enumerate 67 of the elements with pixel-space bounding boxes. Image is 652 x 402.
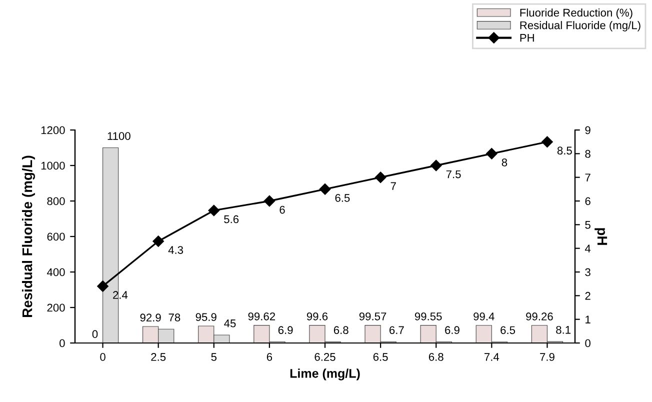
point [208,204,220,216]
y-tick-label: 800 [47,197,65,206]
data-label: 8.1 [556,326,571,334]
y2-tick-label: 0 [585,339,590,348]
point [486,148,498,160]
legend-label: PH [520,34,534,42]
x-tick-label: 6 [266,353,272,361]
y2-tick-label: 4 [584,244,591,252]
data-label: 6.9 [445,326,460,334]
y-tick-label: 200 [47,304,65,312]
data-label: 99.57 [359,312,386,320]
point [374,172,386,183]
y2-tick-label: 8 [585,150,590,158]
x-axis-title: Lime (mg/L) [290,368,360,380]
data-label: 99.62 [248,312,276,320]
data-label: 6.9 [278,326,293,334]
data-label: 7 [390,182,396,190]
x-tick-label: 6.25 [314,353,336,361]
legend-label: Fluoride Reduction (%) [520,8,632,19]
y-tick-label: 1000 [41,162,65,170]
y2-tick-label: 5 [585,221,590,229]
data-label: 0 [92,330,98,338]
data-label: 1100 [108,132,130,140]
y2-tick-label: 1 [586,316,590,324]
y2-tick-label: 3 [585,268,590,276]
data-label: 6.5 [500,326,516,334]
y-tick-label: 600 [47,232,65,241]
data-label: 95.9 [196,313,216,322]
point [319,184,331,195]
data-label: 6 [280,206,285,214]
x-tick-label: 2.5 [151,353,166,361]
point [542,136,553,148]
data-label: 7.5 [446,170,461,178]
data-label: 99.55 [414,312,442,320]
y2-tick-label: 2 [585,292,590,300]
x-tick-label: 7.4 [484,353,500,361]
data-label: 6.8 [334,326,348,334]
data-label: 8.5 [557,146,572,155]
x-tick-label: 6.8 [428,353,444,361]
y2-tick-label: 7 [585,174,590,182]
point [430,160,442,172]
point [152,236,164,247]
data-label: 92.9 [140,314,161,322]
x-tick-label: 5 [211,353,217,361]
data-label: 78 [168,314,180,322]
data-label: 99.6 [306,312,328,320]
y-tick-label: 1200 [41,126,65,134]
legend-label: Residual Fluoride (mg/L) [520,21,640,32]
data-label: 5.6 [224,215,239,224]
data-label: 6.5 [335,194,350,202]
data-label: 6.7 [390,326,404,334]
x-tick-label: 7.9 [540,353,554,361]
x-tick-label: 0 [100,353,106,361]
point [97,280,108,292]
x-tick-label: 6.5 [373,353,388,361]
data-label: 8 [502,158,508,166]
y-tick-label: 400 [46,268,65,276]
data-label: 4.3 [168,246,184,254]
data-label: 99.4 [474,312,494,320]
point [264,195,276,207]
y-tick-label: 0 [60,339,65,348]
data-label: 45 [224,320,236,328]
y-axis-title: Residual Fluoride (mg/L) [22,156,36,317]
y2-axis-title: pH [594,228,608,245]
y2-tick-label: 6 [585,197,590,206]
data-label: 99.26 [526,312,553,320]
y2-tick-label: 9 [585,126,590,134]
